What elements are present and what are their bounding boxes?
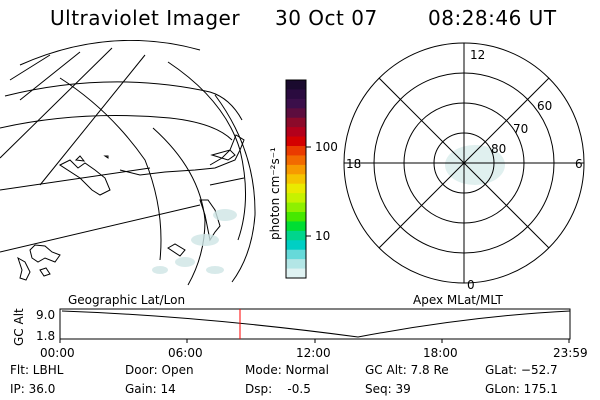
colorbar-segment <box>286 240 306 251</box>
colorbar-segment <box>286 89 306 100</box>
altitude-xtick: 12:00 <box>296 346 331 360</box>
colorbar-segment <box>286 268 306 279</box>
altitude-ytick-max: 9.0 <box>36 308 55 322</box>
colorbar-segment <box>286 164 306 175</box>
colorbar-segment <box>286 146 306 157</box>
longitude-line <box>39 54 146 186</box>
coastline <box>199 199 221 242</box>
coastline <box>103 155 109 159</box>
door-status: Door: Open <box>125 363 194 377</box>
colorbar-segment <box>286 117 306 128</box>
mode-status: Mode: Normal <box>245 363 329 377</box>
colorbar-segment <box>286 202 306 213</box>
coastline <box>39 267 51 277</box>
ip-status: IP: 36.0 <box>10 382 56 396</box>
geographic-caption: Geographic Lat/Lon <box>68 293 186 307</box>
longitude-line <box>0 167 151 191</box>
colorbar-segment <box>286 98 306 109</box>
glon-status: GLon: 175.1 <box>485 382 558 396</box>
colorbar-tick-label: 10 <box>315 229 330 243</box>
mlat-label-80: 80 <box>491 142 506 156</box>
coastline <box>29 244 61 263</box>
dsp-status: Dsp: -0.5 <box>245 382 311 396</box>
mlt-label-18: 18 <box>346 157 361 171</box>
longitude-line <box>19 51 81 101</box>
mlat-label-70: 70 <box>513 122 528 136</box>
longitude-line <box>9 54 51 81</box>
colorbar-frame <box>285 79 307 279</box>
longitude-line <box>209 177 245 186</box>
latitude-line <box>4 81 243 121</box>
coastline <box>119 134 245 176</box>
mlt-label-0: 0 <box>467 278 475 292</box>
aurora-patch <box>191 234 219 246</box>
longitude-line <box>0 47 113 159</box>
colorbar-segment <box>286 80 306 91</box>
colorbar-segment <box>286 193 306 204</box>
longitude-line <box>0 204 201 253</box>
aurora-oval <box>445 145 505 185</box>
mlt-label-12: 12 <box>470 48 485 62</box>
colorbar-segment <box>286 155 306 166</box>
colorbar-segment <box>286 221 306 232</box>
glat-status: GLat: −52.7 <box>485 363 558 377</box>
latitude-line <box>19 40 201 66</box>
coastline <box>74 155 86 162</box>
altitude-ytick-min: 1.8 <box>36 329 55 343</box>
colorbar-segment <box>286 249 306 260</box>
seq-status: Seq: 39 <box>365 382 411 396</box>
altitude-curve <box>61 310 571 338</box>
aurora-patch <box>213 209 237 221</box>
latitude-line <box>152 127 206 286</box>
coastline <box>210 149 236 161</box>
altitude-ylabel: GC Alt <box>12 308 26 346</box>
aurora-patch <box>152 266 168 274</box>
polar-mlt-plot <box>343 42 585 284</box>
colorbar-segment <box>286 108 306 119</box>
intensity-colorbar <box>286 80 306 279</box>
colorbar-segment <box>286 136 306 147</box>
altitude-xtick: 00:00 <box>40 346 75 360</box>
aurora-patch <box>206 266 224 274</box>
meridian-diag <box>378 77 550 249</box>
observation-date: 30 Oct 07 <box>275 6 378 30</box>
colorbar-segment <box>286 212 306 223</box>
latitude-line <box>0 115 233 141</box>
altitude-xtick: 18:00 <box>423 346 458 360</box>
colorbar-unit-label: photon cm⁻²s⁻¹ <box>268 147 282 240</box>
colorbar-segment <box>286 127 306 138</box>
filter-status: Flt: LBHL <box>10 363 64 377</box>
gc-alt-status: GC Alt: 7.8 Re <box>365 363 449 377</box>
colorbar-segment <box>286 174 306 185</box>
colorbar-segment <box>286 230 306 241</box>
coastline <box>17 256 31 281</box>
mlat-label-60: 60 <box>537 99 552 113</box>
apex-caption: Apex MLat/MLT <box>413 293 503 307</box>
colorbar-segment <box>286 259 306 270</box>
gain-status: Gain: 14 <box>125 382 176 396</box>
latitude-line <box>59 77 162 261</box>
coastline <box>58 159 111 196</box>
colorbar-tick-label: 100 <box>315 140 338 154</box>
altitude-xtick: 06:00 <box>168 346 203 360</box>
aurora-patch <box>175 257 195 267</box>
coastline <box>167 243 186 257</box>
mlt-label-6: 6 <box>575 157 583 171</box>
altitude-plot <box>59 308 571 343</box>
instrument-title: Ultraviolet Imager <box>50 6 241 30</box>
observation-time: 08:28:46 UT <box>428 6 557 30</box>
geographic-map <box>0 40 256 286</box>
colorbar-segment <box>286 183 306 194</box>
latitude-line <box>214 94 256 283</box>
altitude-xtick: 23:59 <box>553 346 588 360</box>
